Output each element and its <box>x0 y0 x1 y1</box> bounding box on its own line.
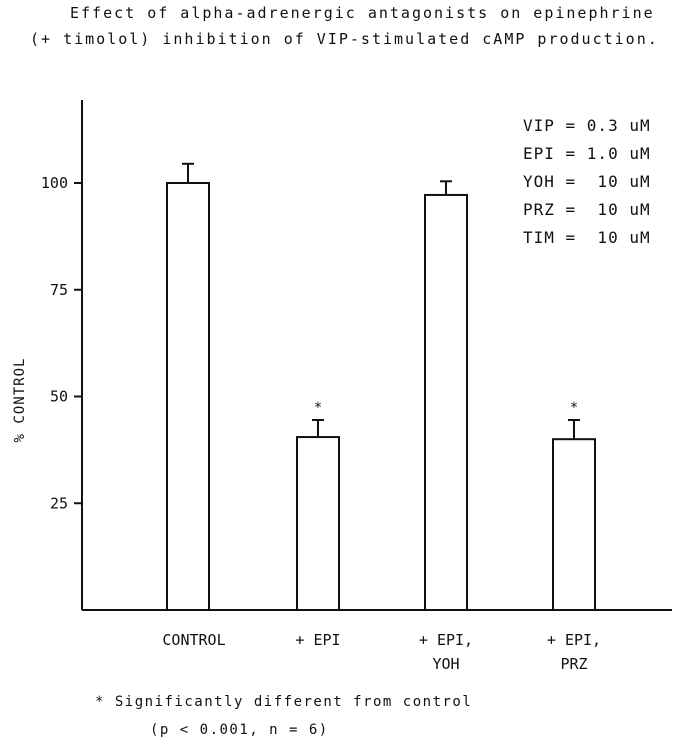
footnote-line1: * Significantly different from control <box>95 694 473 710</box>
bar <box>166 182 210 611</box>
bar <box>424 193 468 611</box>
legend-vip: VIP = 0.3 uM <box>523 116 651 135</box>
chart-title-line2: (+ timolol) inhibition of VIP-stimulated… <box>30 30 659 48</box>
legend-yoh: YOH = 10 uM <box>523 172 651 191</box>
footnote-line2: (p < 0.001, n = 6) <box>150 722 329 738</box>
y-tick-label: 75 <box>50 281 68 299</box>
legend-prz: PRZ = 10 uM <box>523 200 651 219</box>
significance-marker: * <box>314 400 322 416</box>
x-category-label: YOH <box>432 655 459 673</box>
legend-tim: TIM = 10 uM <box>523 228 651 247</box>
bar <box>552 438 596 612</box>
y-tick-label: 50 <box>50 388 68 406</box>
x-category-label: + EPI, <box>419 631 473 649</box>
x-category-label: + EPI <box>295 631 340 649</box>
legend-epi: EPI = 1.0 uM <box>523 144 651 163</box>
y-axis-label: % CONTROL <box>12 357 28 443</box>
x-category-label: PRZ <box>560 655 587 673</box>
x-category-label: + EPI, <box>547 631 601 649</box>
chart-title-line1: Effect of alpha-adrenergic antagonists o… <box>70 4 655 22</box>
y-tick-label: 25 <box>50 494 68 512</box>
significance-marker: * <box>570 400 578 416</box>
y-tick-label: 100 <box>41 174 68 192</box>
x-category-label: CONTROL <box>162 631 225 649</box>
bar <box>296 436 340 611</box>
